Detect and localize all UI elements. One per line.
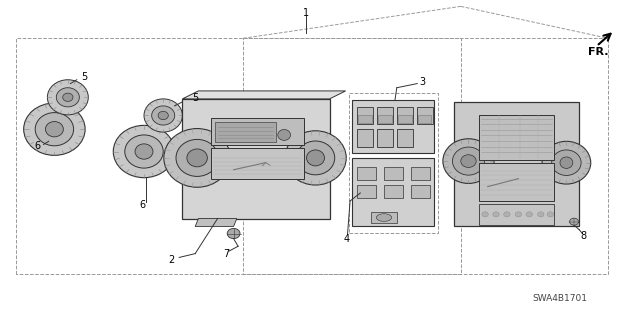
Ellipse shape <box>452 147 484 175</box>
Ellipse shape <box>45 122 63 137</box>
Text: 2: 2 <box>168 255 175 265</box>
Bar <box>479 115 554 160</box>
Bar <box>215 122 276 142</box>
Ellipse shape <box>278 130 291 140</box>
Bar <box>398 115 412 123</box>
Ellipse shape <box>187 149 207 167</box>
Bar <box>352 158 434 226</box>
Ellipse shape <box>227 228 240 239</box>
Ellipse shape <box>56 88 79 107</box>
Ellipse shape <box>504 212 510 217</box>
Ellipse shape <box>164 129 230 187</box>
Bar <box>411 185 430 198</box>
Ellipse shape <box>482 212 488 217</box>
Bar <box>211 148 304 179</box>
Text: 6: 6 <box>139 200 145 210</box>
Polygon shape <box>195 219 237 226</box>
Bar <box>397 107 413 124</box>
Ellipse shape <box>443 139 494 183</box>
Ellipse shape <box>515 212 522 217</box>
Ellipse shape <box>24 103 85 155</box>
Ellipse shape <box>144 99 182 132</box>
Text: 1: 1 <box>303 8 309 18</box>
Bar <box>418 115 431 123</box>
Bar <box>479 204 554 225</box>
Text: 5: 5 <box>81 72 88 82</box>
Bar <box>357 129 373 147</box>
Ellipse shape <box>376 214 392 221</box>
Bar <box>384 167 403 180</box>
Ellipse shape <box>63 93 73 101</box>
Ellipse shape <box>307 150 324 166</box>
Ellipse shape <box>542 141 591 184</box>
Ellipse shape <box>547 212 554 217</box>
Bar <box>377 107 393 124</box>
Bar <box>417 107 433 124</box>
Ellipse shape <box>552 150 581 175</box>
Ellipse shape <box>538 212 544 217</box>
Ellipse shape <box>493 212 499 217</box>
Ellipse shape <box>47 80 88 115</box>
Bar <box>358 115 372 123</box>
Ellipse shape <box>526 212 532 217</box>
Bar <box>211 118 304 145</box>
Ellipse shape <box>176 139 218 176</box>
Bar <box>357 167 376 180</box>
Ellipse shape <box>285 131 346 185</box>
Text: 5: 5 <box>192 93 198 103</box>
Polygon shape <box>182 99 330 219</box>
Bar <box>384 185 403 198</box>
Bar <box>377 129 393 147</box>
Polygon shape <box>182 91 346 99</box>
Text: 8: 8 <box>580 231 587 241</box>
Ellipse shape <box>560 157 573 168</box>
Bar <box>397 129 413 147</box>
Bar <box>371 212 397 223</box>
Bar <box>378 115 392 123</box>
Text: 7: 7 <box>223 249 229 259</box>
Ellipse shape <box>158 111 168 120</box>
Ellipse shape <box>461 155 476 167</box>
Ellipse shape <box>152 106 175 125</box>
Ellipse shape <box>296 141 335 175</box>
Ellipse shape <box>125 135 163 168</box>
Text: FR.: FR. <box>588 47 608 57</box>
Text: 6: 6 <box>34 141 40 151</box>
Bar <box>352 100 434 153</box>
Ellipse shape <box>35 113 74 146</box>
Bar <box>357 185 376 198</box>
Bar <box>479 163 554 201</box>
Polygon shape <box>454 102 579 226</box>
Text: SWA4B1701: SWA4B1701 <box>532 294 588 303</box>
Bar <box>411 167 430 180</box>
Ellipse shape <box>135 144 153 159</box>
Text: 4: 4 <box>344 234 350 244</box>
Ellipse shape <box>113 125 175 178</box>
Bar <box>357 107 373 124</box>
Text: 3: 3 <box>419 77 426 87</box>
Ellipse shape <box>570 218 579 225</box>
